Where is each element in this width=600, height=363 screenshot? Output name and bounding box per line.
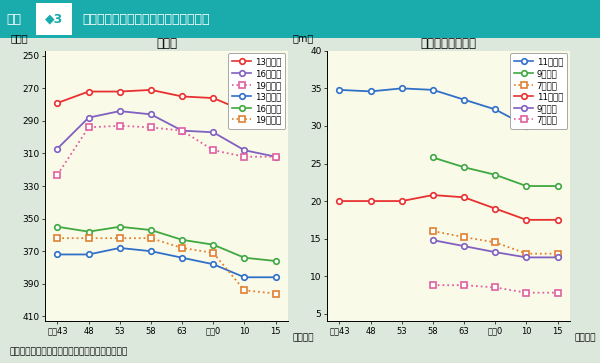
Text: 持久走，ソフトボール投げの年次推移: 持久走，ソフトボール投げの年次推移 [82, 13, 209, 25]
Text: （秒）: （秒） [11, 33, 29, 43]
Text: ◆3: ◆3 [45, 13, 63, 25]
Bar [36, 3, 72, 35]
Text: （年度）: （年度） [575, 334, 596, 342]
Text: （年度）: （年度） [293, 334, 314, 342]
Title: ソフトボール投げ: ソフトボール投げ [421, 37, 476, 50]
Title: 持久走: 持久走 [156, 37, 177, 50]
Text: 図表: 図表 [6, 13, 21, 25]
Text: （資料）文部科学省調べ「体力・運動能力調査」: （資料）文部科学省調べ「体力・運動能力調査」 [9, 347, 127, 356]
Text: （m）: （m） [293, 33, 314, 43]
Legend: 13歳女子, 16歳女子, 19歳女子, 13歳男子, 16歳男子, 19歳男子: 13歳女子, 16歳女子, 19歳女子, 13歳男子, 16歳男子, 19歳男子 [228, 53, 286, 129]
Legend: 11歳男子, 9歳男子, 7歳男子, 11歳女子, 9歳女子, 7歳女子: 11歳男子, 9歳男子, 7歳男子, 11歳女子, 9歳女子, 7歳女子 [510, 53, 568, 129]
